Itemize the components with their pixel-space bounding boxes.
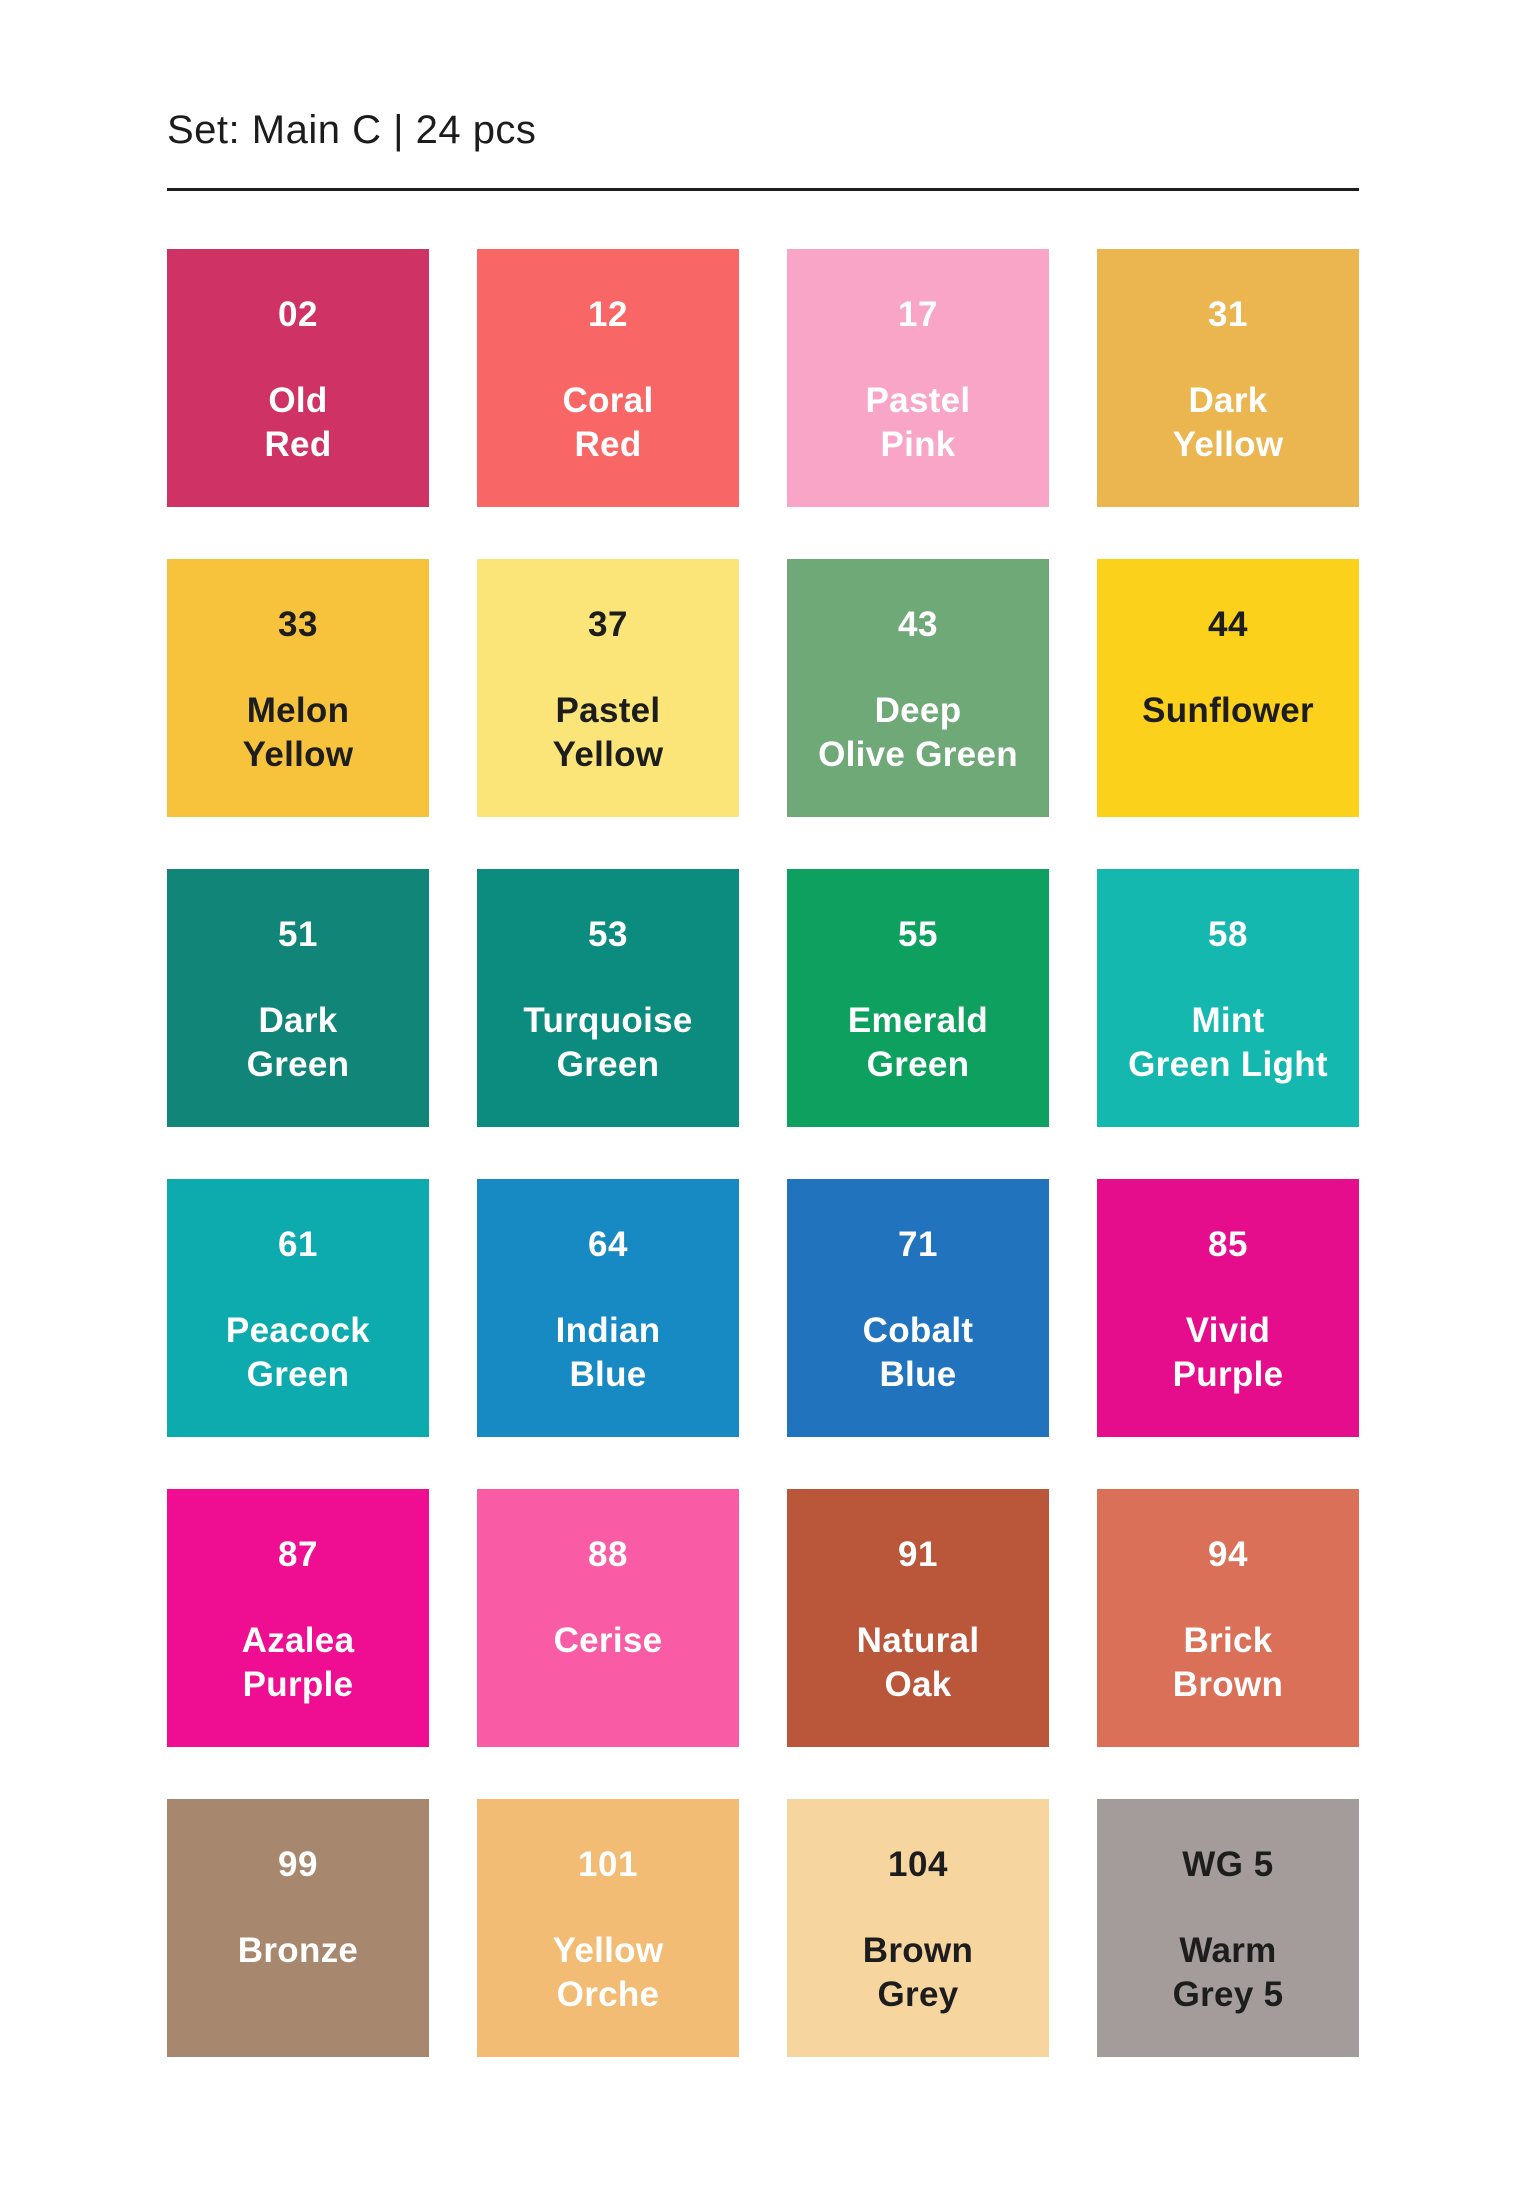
color-swatch: 12 Coral Red xyxy=(477,249,739,507)
color-swatch: 02 Old Red xyxy=(167,249,429,507)
swatch-name: Bronze xyxy=(237,1931,359,1970)
swatch-name: Azalea Purple xyxy=(241,1621,355,1704)
color-swatch: 51 Dark Green xyxy=(167,869,429,1127)
swatch-name: Cerise xyxy=(553,1621,663,1660)
swatch-name: Melon Yellow xyxy=(242,691,354,774)
color-swatch: 44 Sunflower xyxy=(1097,559,1359,817)
swatch-name: Old Red xyxy=(264,381,332,464)
swatch-name: Mint Green Light xyxy=(1128,1001,1328,1084)
color-swatch: 53 Turquoise Green xyxy=(477,869,739,1127)
swatch-code: WG 5 xyxy=(1182,1845,1274,1884)
swatch-code: 53 xyxy=(588,915,628,954)
swatch-code: 12 xyxy=(588,295,628,334)
swatch-code: 43 xyxy=(898,605,938,644)
page-title: Set: Main C | 24 pcs xyxy=(167,108,537,152)
swatch-name: Emerald Green xyxy=(847,1001,989,1084)
color-swatch: 43 Deep Olive Green xyxy=(787,559,1049,817)
swatch-code: 85 xyxy=(1208,1225,1248,1264)
color-swatch: WG 5 Warm Grey 5 xyxy=(1097,1799,1359,2057)
color-swatch: 91 Natural Oak xyxy=(787,1489,1049,1747)
swatch-code: 31 xyxy=(1208,295,1248,334)
swatch-name: Cobalt Blue xyxy=(862,1311,974,1394)
color-swatch: 101 Yellow Orche xyxy=(477,1799,739,2057)
color-swatch: 31 Dark Yellow xyxy=(1097,249,1359,507)
swatch-name: Dark Yellow xyxy=(1172,381,1284,464)
color-swatch: 104 Brown Grey xyxy=(787,1799,1049,2057)
swatch-name: Coral Red xyxy=(562,381,654,464)
swatch-name: Deep Olive Green xyxy=(818,691,1018,774)
swatch-code: 55 xyxy=(898,915,938,954)
color-swatch: 61 Peacock Green xyxy=(167,1179,429,1437)
color-swatch: 94 Brick Brown xyxy=(1097,1489,1359,1747)
color-swatch: 99 Bronze xyxy=(167,1799,429,2057)
swatch-code: 101 xyxy=(578,1845,638,1884)
swatch-code: 58 xyxy=(1208,915,1248,954)
swatch-code: 91 xyxy=(898,1535,938,1574)
swatch-code: 64 xyxy=(588,1225,628,1264)
swatch-code: 51 xyxy=(278,915,318,954)
color-swatch: 37 Pastel Yellow xyxy=(477,559,739,817)
swatch-code: 88 xyxy=(588,1535,628,1574)
swatch-name: Sunflower xyxy=(1142,691,1314,730)
color-swatch: 87 Azalea Purple xyxy=(167,1489,429,1747)
color-swatch: 58 Mint Green Light xyxy=(1097,869,1359,1127)
swatch-code: 02 xyxy=(278,295,318,334)
swatch-code: 71 xyxy=(898,1225,938,1264)
color-swatch: 88 Cerise xyxy=(477,1489,739,1747)
swatch-name: Brick Brown xyxy=(1172,1621,1284,1704)
swatch-grid: 02 Old Red 12 Coral Red 17 Pastel Pink 3… xyxy=(167,249,1359,2057)
swatch-name: Yellow Orche xyxy=(552,1931,664,2014)
swatch-name: Pastel Pink xyxy=(865,381,971,464)
color-swatch: 55 Emerald Green xyxy=(787,869,1049,1127)
swatch-code: 44 xyxy=(1208,605,1248,644)
swatch-code: 104 xyxy=(888,1845,948,1884)
swatch-name: Peacock Green xyxy=(225,1311,371,1394)
color-swatch: 85 Vivid Purple xyxy=(1097,1179,1359,1437)
swatch-code: 99 xyxy=(278,1845,318,1884)
color-swatch: 64 Indian Blue xyxy=(477,1179,739,1437)
swatch-code: 87 xyxy=(278,1535,318,1574)
swatch-code: 17 xyxy=(898,295,938,334)
color-swatch: 17 Pastel Pink xyxy=(787,249,1049,507)
swatch-name: Turquoise Green xyxy=(523,1001,693,1084)
swatch-code: 94 xyxy=(1208,1535,1248,1574)
divider-rule xyxy=(167,188,1359,191)
color-swatch: 71 Cobalt Blue xyxy=(787,1179,1049,1437)
swatch-code: 37 xyxy=(588,605,628,644)
color-swatch: 33 Melon Yellow xyxy=(167,559,429,817)
swatch-name: Natural Oak xyxy=(856,1621,980,1704)
swatch-name: Pastel Yellow xyxy=(552,691,664,774)
swatch-name: Warm Grey 5 xyxy=(1172,1931,1284,2014)
swatch-name: Brown Grey xyxy=(862,1931,974,2014)
swatch-code: 61 xyxy=(278,1225,318,1264)
swatch-name: Dark Green xyxy=(246,1001,350,1084)
swatch-name: Indian Blue xyxy=(555,1311,661,1394)
swatch-name: Vivid Purple xyxy=(1172,1311,1284,1394)
swatch-code: 33 xyxy=(278,605,318,644)
